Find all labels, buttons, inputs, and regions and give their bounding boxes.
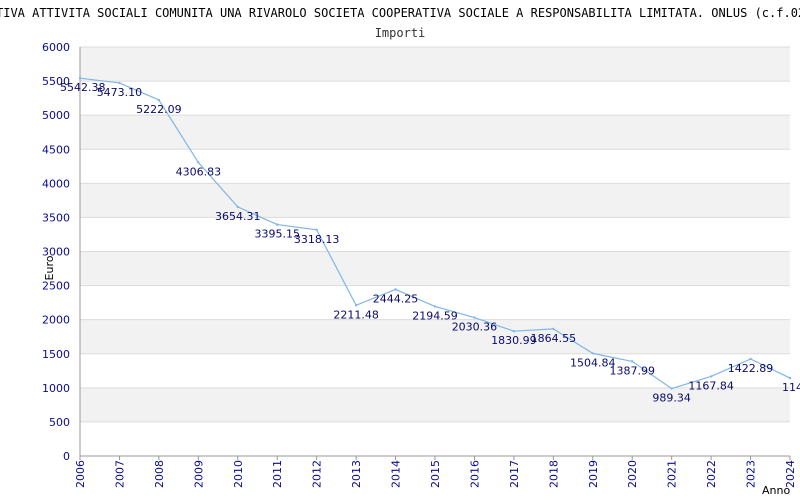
data-label: 4306.83 <box>176 165 222 178</box>
data-point <box>670 387 673 390</box>
chart-subtitle: Importi <box>375 26 426 40</box>
x-tick-label: 2015 <box>429 460 442 488</box>
data-point <box>512 329 516 333</box>
data-label: 1504.84 <box>570 356 616 369</box>
data-point <box>473 316 476 319</box>
y-tick-label: 4500 <box>42 143 70 156</box>
data-point <box>197 161 200 164</box>
data-point <box>236 205 239 209</box>
x-axis-label: Anno <box>762 484 790 497</box>
data-point <box>552 327 555 331</box>
x-tick-label: 2006 <box>74 460 87 488</box>
x-tick-label: 2018 <box>547 460 560 488</box>
x-tick-label: 2011 <box>271 460 284 488</box>
plot-background <box>80 47 790 422</box>
x-tick-label: 2013 <box>350 460 363 488</box>
y-tick-label: 6000 <box>42 41 70 54</box>
data-label: 3318.13 <box>294 233 340 246</box>
y-tick-label: 5000 <box>42 109 70 122</box>
y-axis-label: Euro <box>43 255 56 280</box>
x-tick-label: 2008 <box>153 460 166 488</box>
x-tick-label: 2007 <box>113 460 126 488</box>
data-point <box>631 360 634 363</box>
data-point <box>709 375 713 378</box>
data-label: 2444.25 <box>373 292 419 305</box>
data-label: 1830.99 <box>491 334 537 347</box>
data-point <box>591 352 594 355</box>
plot-band <box>80 251 790 286</box>
series-line-group <box>78 76 792 390</box>
data-point <box>157 98 161 102</box>
data-label: 1422.89 <box>728 362 774 375</box>
data-label: 989.34 <box>652 392 691 405</box>
gridlines <box>80 46 790 457</box>
y-tick-label: 2500 <box>42 280 70 293</box>
data-point <box>78 76 82 80</box>
y-tick-label: 2000 <box>42 314 70 327</box>
data-point <box>749 357 752 361</box>
chart-title: TIVA ATTIVITA SOCIALI COMUNITA UNA RIVAR… <box>0 6 800 20</box>
y-tick-label: 3500 <box>42 211 70 224</box>
plot-band <box>80 183 790 218</box>
data-label: 1142.8 <box>782 381 800 394</box>
axes <box>79 47 791 460</box>
x-tick-label: 2024 <box>784 460 797 488</box>
data-label: 5542.38 <box>60 81 106 94</box>
x-tick-label: 2020 <box>626 460 639 488</box>
x-tick-label: 2023 <box>745 460 758 488</box>
x-tick-label: 2009 <box>192 460 205 488</box>
plot-band <box>80 387 790 422</box>
data-label: 1864.55 <box>531 332 577 345</box>
y-tick-label: 3000 <box>42 246 70 259</box>
data-label: 3654.31 <box>215 210 261 223</box>
x-tick-label: 2014 <box>390 460 403 488</box>
data-point <box>354 304 358 307</box>
data-point <box>118 81 121 85</box>
data-label: 1167.84 <box>688 379 734 392</box>
x-tick-label: 2019 <box>587 460 600 488</box>
plot-band <box>80 115 790 150</box>
data-label: 5473.10 <box>97 86 143 99</box>
y-tick-label: 0 <box>63 450 70 463</box>
y-tick-label: 1000 <box>42 382 70 395</box>
plot-band <box>80 319 790 354</box>
data-point <box>433 305 437 308</box>
data-point <box>394 288 397 291</box>
data-point <box>276 223 279 226</box>
data-point <box>788 376 792 380</box>
data-label: 5222.09 <box>136 103 182 116</box>
x-tick-label: 2022 <box>705 460 718 488</box>
data-label: 1387.99 <box>609 364 655 377</box>
plot-band <box>80 47 790 82</box>
x-tick-label: 2017 <box>508 460 521 488</box>
y-tick-label: 4000 <box>42 177 70 190</box>
y-tick-label: 500 <box>49 416 70 429</box>
x-tick-label: 2021 <box>666 460 679 488</box>
y-tick-label: 1500 <box>42 348 70 361</box>
y-tick-label: 5500 <box>42 75 70 88</box>
x-tick-label: 2010 <box>232 460 245 488</box>
data-label: 3395.15 <box>254 228 300 241</box>
x-tick-labels: 2006 2007 2008 2009 2010 2011 2012 2013 2014 2015… <box>74 460 797 488</box>
data-label: 2211.48 <box>333 308 379 321</box>
data-point <box>315 228 318 232</box>
data-label: 2194.59 <box>412 309 458 322</box>
data-label: 2030.36 <box>452 321 498 334</box>
x-tick-label: 2012 <box>311 460 324 488</box>
y-tick-labels: 0 500 1000 1500 2000 2500 3000 3500 4000 4500 5000… <box>42 41 70 463</box>
x-tick-label: 2016 <box>468 460 481 488</box>
